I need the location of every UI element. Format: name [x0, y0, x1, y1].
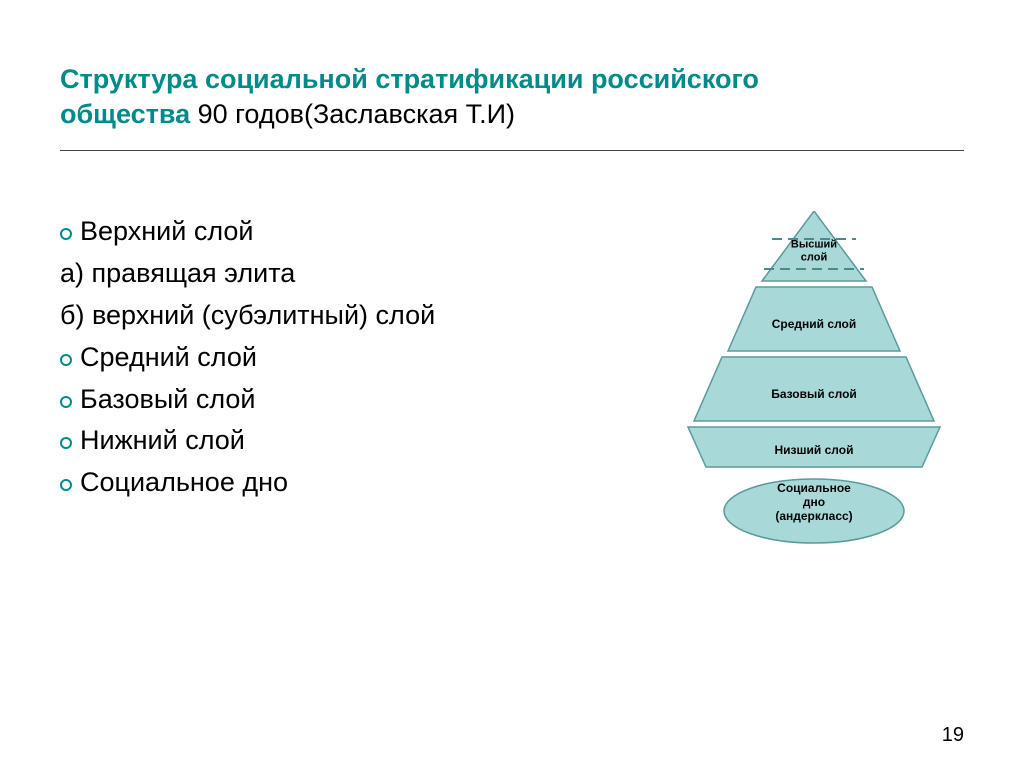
title-teal-1: Структура социальной стратификации росси… [60, 64, 759, 94]
title-plain: 90 годов(Заславская Т.И) [198, 99, 515, 129]
list-item: Социальное дно [60, 462, 624, 504]
list-item: а) правящая элита [60, 253, 624, 295]
title-teal-2: общества [60, 99, 198, 129]
pyramid-layer-label: Средний слой [772, 317, 856, 331]
pyramid-layer-label: слой [801, 252, 827, 264]
pyramid-svg: Высшийслой Средний слой Базовый слой Низший… [624, 211, 1004, 571]
bullet-icon [60, 437, 72, 449]
pyramid-layer-label: Высший [791, 239, 837, 251]
title-line-1: Структура социальной стратификации росси… [60, 62, 964, 97]
pyramid-layer-label: Низший слой [775, 443, 854, 457]
bullet-icon [60, 396, 72, 408]
list-item-text: Верхний слой [80, 211, 253, 253]
pyramid-diagram: Высшийслой Средний слой Базовый слой Низший… [624, 211, 1004, 571]
list-item: Верхний слой [60, 211, 624, 253]
bullet-icon [60, 354, 72, 366]
list-item-text: Нижний слой [80, 420, 245, 462]
list-item-text: а) правящая элита [60, 253, 295, 295]
pyramid-layer-label: Базовый слой [771, 387, 857, 401]
list-item-text: Базовый слой [80, 379, 256, 421]
pyramid-layer-label: (андеркласс) [775, 509, 852, 523]
list-item-text: б) верхний (субэлитный) слой [60, 295, 435, 337]
list-item: б) верхний (субэлитный) слой [60, 295, 624, 337]
list-item: Средний слой [60, 337, 624, 379]
title-line-2: общества 90 годов(Заславская Т.И) [60, 97, 964, 132]
bullet-icon [60, 228, 72, 240]
pyramid-layer-label: дно [803, 495, 825, 509]
pyramid-layer-label: Социальное [777, 481, 851, 495]
bullet-list: Верхний слойа) правящая элитаб) верхний … [60, 211, 624, 571]
list-item-text: Социальное дно [80, 462, 288, 504]
slide-title: Структура социальной стратификации росси… [0, 0, 1024, 142]
bullet-icon [60, 479, 72, 491]
list-item: Нижний слой [60, 420, 624, 462]
list-item-text: Средний слой [80, 337, 257, 379]
list-item: Базовый слой [60, 379, 624, 421]
page-number: 19 [942, 724, 964, 747]
